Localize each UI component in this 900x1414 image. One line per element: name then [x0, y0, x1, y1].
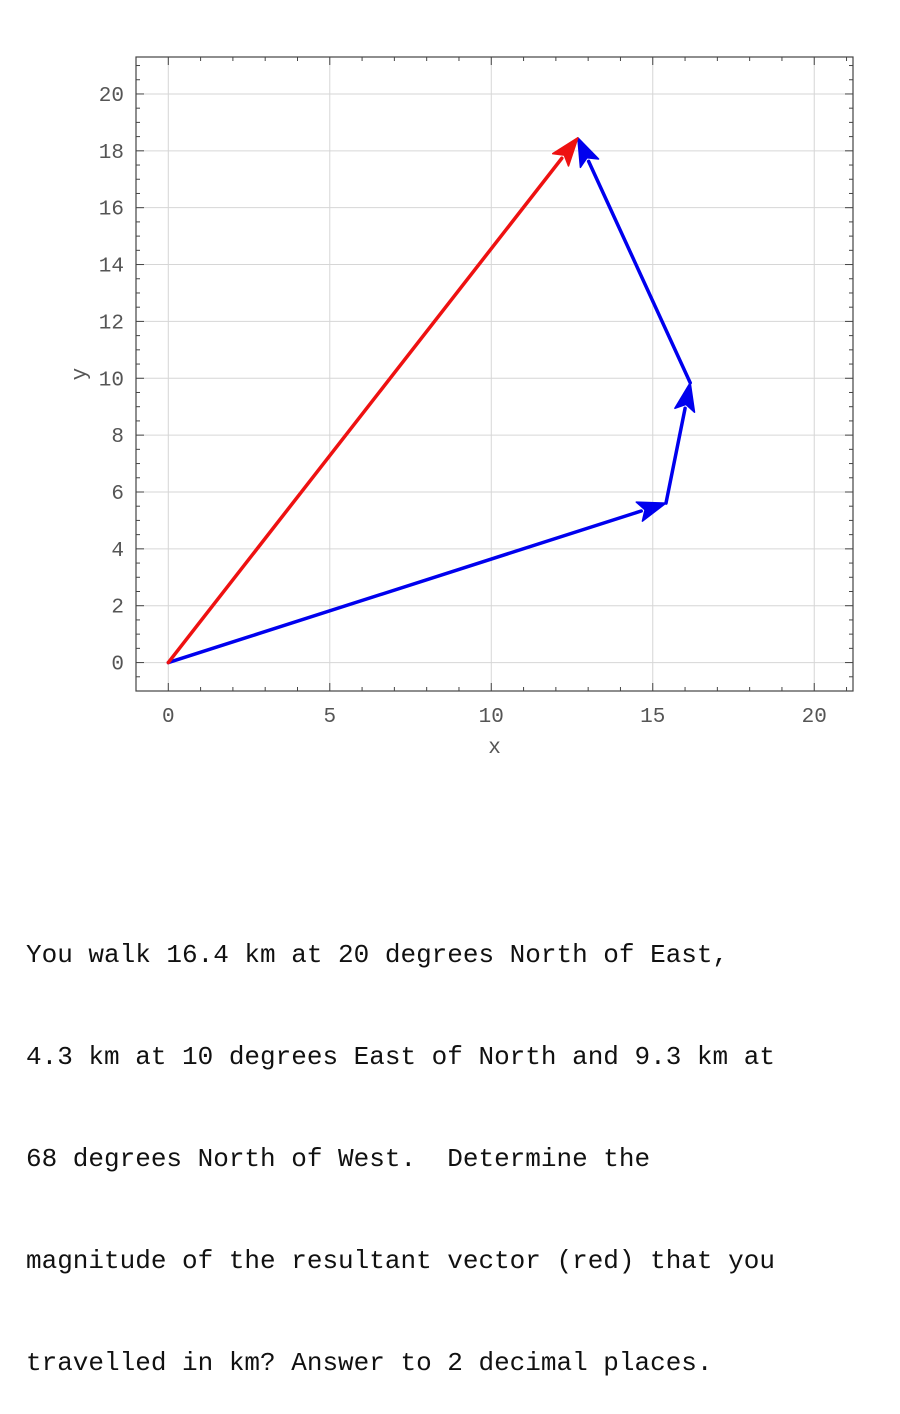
vector-resultant-shaft [166, 156, 564, 665]
y-tick-label: 18 [99, 142, 124, 165]
y-tick-label: 16 [99, 199, 124, 222]
vector-v3-shaft [586, 159, 692, 385]
y-tick-label: 4 [111, 540, 124, 563]
y-tick-label: 0 [111, 654, 124, 677]
x-tick-label: 0 [162, 706, 175, 729]
vector-v3-arrowhead [577, 136, 600, 169]
y-tick-label: 2 [111, 597, 124, 620]
vectors [166, 136, 696, 665]
vector-v1-arrowhead [635, 501, 667, 522]
vector-resultant-arrowhead [551, 136, 579, 167]
vector-chart: 0 5 10 15 20 0 2 4 6 8 10 12 14 16 18 20 x y [70, 56, 854, 760]
question-text: You walk 16.4 km at 20 degrees North of … [26, 870, 886, 1414]
y-tick-label: 20 [99, 85, 124, 108]
y-tick-label: 6 [111, 483, 124, 506]
y-tick-label: 10 [99, 369, 124, 392]
x-tick-label: 15 [640, 706, 665, 729]
ticks: 0 5 10 15 20 0 2 4 6 8 10 12 14 16 18 20 [99, 57, 853, 729]
question-line: You walk 16.4 km at 20 degrees North of … [26, 940, 729, 970]
y-axis-label: y [70, 368, 93, 381]
y-tick-label: 8 [111, 426, 124, 449]
y-tick-label: 12 [99, 312, 124, 335]
x-tick-label: 20 [802, 706, 827, 729]
question-line: travelled in km? Answer to 2 decimal pla… [26, 1348, 713, 1378]
vector-v2-arrowhead [674, 382, 696, 413]
question-line: 68 degrees North of West. Determine the [26, 1144, 651, 1174]
vector-v1-shaft [166, 509, 643, 665]
question-line: magnitude of the resultant vector (red) … [26, 1246, 775, 1276]
plot-frame [135, 56, 854, 692]
question-line: 4.3 km at 10 degrees East of North and 9… [26, 1042, 775, 1072]
x-tick-label: 10 [479, 706, 504, 729]
x-tick-label: 5 [323, 706, 336, 729]
y-tick-label: 14 [99, 256, 124, 279]
x-axis-label: x [488, 737, 501, 760]
vector-v2-shaft [664, 406, 687, 505]
grid [136, 57, 853, 691]
